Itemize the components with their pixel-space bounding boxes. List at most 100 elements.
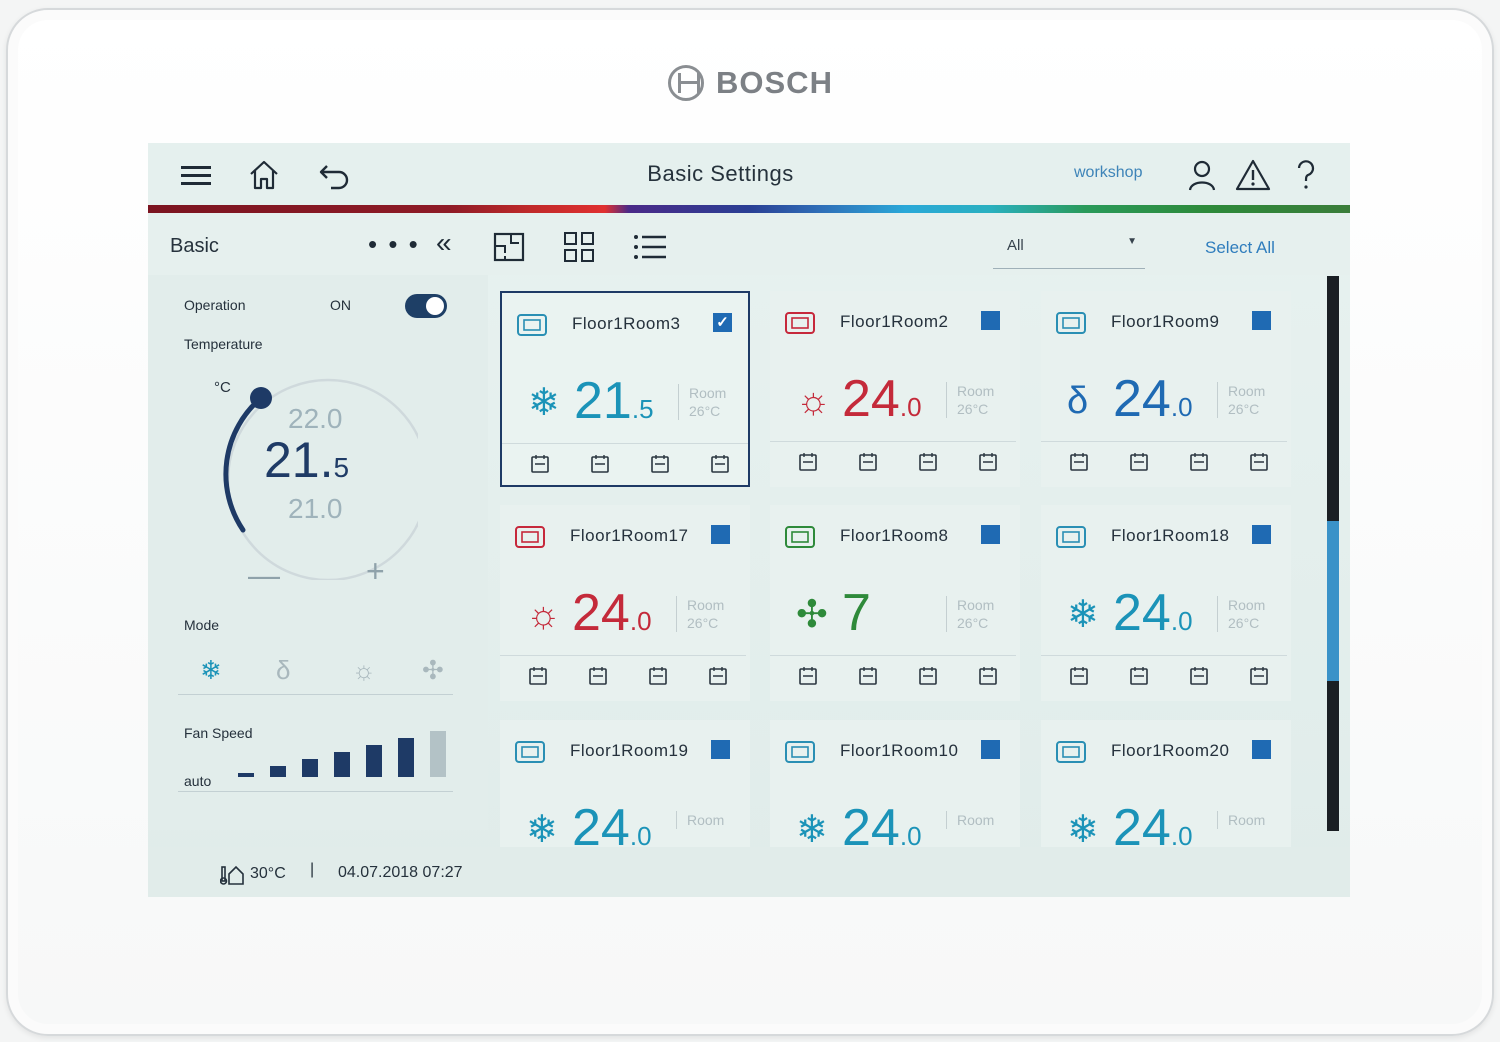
warning-icon[interactable] (1235, 157, 1271, 193)
mode-icon: δ (1067, 380, 1089, 422)
dial-handle[interactable] (250, 387, 272, 409)
fan-icon[interactable]: ✣ (422, 655, 444, 685)
timer-icon[interactable] (1129, 451, 1149, 473)
calendar-icon[interactable] (530, 453, 550, 475)
room-temp: Room 26°C (946, 596, 994, 632)
operation-state: ON (330, 297, 351, 313)
room-card[interactable]: Floor1Room3 ✓ ❄ 21.5 Room 26°C (500, 291, 750, 487)
calendar-icon[interactable] (798, 451, 818, 473)
fan-speed-bar[interactable] (366, 745, 382, 777)
clipboard-icon[interactable] (1189, 451, 1209, 473)
list-view-icon[interactable] (632, 231, 668, 263)
calendar-icon[interactable] (798, 665, 818, 687)
fan-speed-bar[interactable] (398, 738, 414, 777)
room-card[interactable]: Floor1Room2 ☼ 24.0 Room 26°C (770, 291, 1020, 487)
lock-icon[interactable] (1249, 665, 1269, 687)
fan-speed-bar[interactable] (430, 731, 446, 777)
room-temp-label: Room (957, 812, 995, 828)
home-icon[interactable] (246, 157, 282, 193)
room-name: Floor1Room8 (840, 526, 949, 545)
calendar-icon[interactable] (528, 665, 548, 687)
room-temp-label: Room (957, 383, 995, 399)
timer-icon[interactable] (590, 453, 610, 475)
fan-speed-bar[interactable] (238, 773, 254, 777)
grid-view-icon[interactable] (563, 231, 595, 263)
mode-icon: ☼ (796, 380, 831, 422)
help-icon[interactable] (1288, 157, 1324, 193)
room-checkbox[interactable] (1252, 311, 1271, 330)
back-icon[interactable] (316, 157, 352, 193)
room-name: Floor1Room9 (1111, 312, 1220, 331)
room-checkbox[interactable] (1252, 740, 1271, 759)
room-temp: Room (946, 811, 994, 829)
card-toolbar (528, 665, 728, 687)
mode-label: Mode (184, 617, 220, 633)
fan-speed-bar[interactable] (270, 766, 286, 777)
increase-button[interactable]: + (366, 553, 385, 589)
snowflake-icon[interactable]: ❄ (200, 655, 222, 685)
clipboard-icon[interactable] (918, 451, 938, 473)
setpoint-int: 21. (264, 432, 334, 488)
fan-speed-bar[interactable] (302, 759, 318, 777)
mode-icon: ❄ (1067, 594, 1099, 636)
indoor-unit-icon (517, 314, 547, 336)
drop-icon[interactable]: δ (276, 655, 291, 685)
clipboard-icon[interactable] (1189, 665, 1209, 687)
room-card[interactable]: Floor1Room17 ☼ 24.0 Room 26°C (500, 505, 750, 701)
room-checkbox[interactable]: ✓ (713, 313, 732, 332)
setpoint-dec: .0 (629, 606, 652, 636)
calendar-icon[interactable] (1069, 665, 1089, 687)
lock-icon[interactable] (978, 665, 998, 687)
fan-speed-bar[interactable] (334, 752, 350, 777)
scrollbar-thumb[interactable] (1327, 521, 1339, 681)
room-checkbox[interactable] (711, 525, 730, 544)
user-name[interactable]: workshop (1074, 164, 1143, 181)
room-checkbox[interactable] (981, 525, 1000, 544)
lock-icon[interactable] (710, 453, 730, 475)
room-card[interactable]: Floor1Room9 δ 24.0 Room 26°C (1041, 291, 1291, 487)
room-temp: Room 26°C (1217, 596, 1265, 632)
scrollbar[interactable] (1327, 276, 1339, 831)
select-all-button[interactable]: Select All (1205, 238, 1275, 257)
clipboard-icon[interactable] (648, 665, 668, 687)
lock-icon[interactable] (708, 665, 728, 687)
room-checkbox[interactable] (1252, 525, 1271, 544)
more-options-icon[interactable]: • • • (368, 229, 420, 259)
status-separator: | (310, 861, 315, 878)
card-toolbar (798, 451, 998, 473)
room-temp-label: Room (1228, 597, 1266, 613)
room-name: Floor1Room2 (840, 312, 949, 331)
room-checkbox[interactable] (981, 740, 1000, 759)
room-name: Floor1Room20 (1111, 741, 1230, 760)
lock-icon[interactable] (978, 451, 998, 473)
indoor-unit-icon (515, 526, 545, 548)
menu-icon[interactable] (178, 157, 214, 193)
clipboard-icon[interactable] (918, 665, 938, 687)
fan-speed-slider[interactable] (238, 727, 458, 777)
sun-icon[interactable]: ☼ (352, 655, 376, 685)
room-filter-select[interactable]: All ▼ (993, 233, 1145, 269)
room-name: Floor1Room19 (570, 741, 689, 760)
lock-icon[interactable] (1249, 451, 1269, 473)
room-card[interactable]: Floor1Room8 ✣ 7 Room 26°C (770, 505, 1020, 701)
setpoint-temp: 24.0 (1113, 583, 1193, 651)
clipboard-icon[interactable] (650, 453, 670, 475)
operation-toggle[interactable] (405, 294, 447, 318)
mode-icon: ❄ (528, 382, 560, 424)
room-checkbox[interactable] (981, 311, 1000, 330)
timer-icon[interactable] (1129, 665, 1149, 687)
user-icon[interactable] (1184, 157, 1220, 193)
calendar-icon[interactable] (1069, 451, 1089, 473)
room-checkbox[interactable] (711, 740, 730, 759)
decrease-button[interactable]: — (248, 557, 280, 593)
control-panel: Operation ON Temperature °C 22.0 21.5 21… (148, 275, 488, 830)
collapse-panel-icon[interactable]: « (436, 227, 452, 258)
floorplan-view-icon[interactable] (493, 231, 525, 263)
timer-icon[interactable] (858, 665, 878, 687)
timer-icon[interactable] (588, 665, 608, 687)
temperature-dial[interactable] (208, 370, 418, 580)
room-card[interactable]: Floor1Room18 ❄ 24.0 Room 26°C (1041, 505, 1291, 701)
filter-value: All (1007, 237, 1024, 254)
timer-icon[interactable] (858, 451, 878, 473)
status-bar: 30°C | 04.07.2018 07:27 (148, 847, 1350, 897)
